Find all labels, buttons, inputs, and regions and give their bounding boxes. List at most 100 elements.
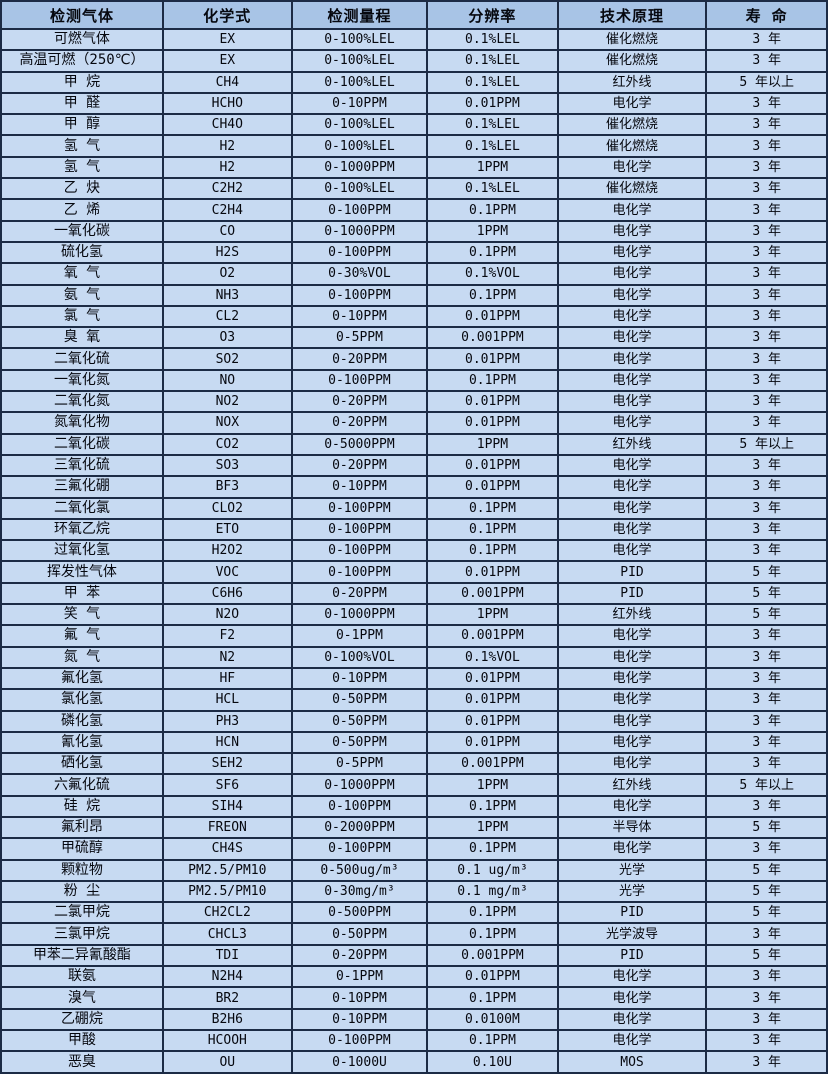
cell-range: 0-5PPM	[290, 752, 429, 776]
cell-formula: NH3	[161, 283, 293, 307]
column-header-range: 检测量程	[290, 0, 429, 30]
cell-resolution: 0.1PPM	[426, 496, 559, 520]
cell-lifespan: 5 年以上	[705, 70, 828, 94]
cell-range: 0-5PPM	[290, 326, 429, 350]
cell-resolution: 0.1 mg/m³	[426, 879, 559, 904]
cell-lifespan: 3 年	[705, 645, 828, 669]
column-header-resolution: 分辨率	[426, 0, 559, 30]
cell-resolution: 0.001PPM	[426, 752, 559, 776]
cell-formula: C2H4	[161, 198, 293, 222]
table-row: 二氧化硫 SO2 0-20PPM 0.01PPM 电化学 3 年	[0, 347, 828, 371]
cell-range: 0-100PPM	[290, 794, 429, 818]
table-row: 硅 烷 SIH4 0-100PPM 0.1PPM 电化学 3 年	[0, 794, 828, 818]
table-row: 氢 气 H2 0-100%LEL 0.1%LEL 催化燃烧 3 年	[0, 134, 828, 158]
cell-resolution: 0.01PPM	[426, 390, 559, 414]
cell-lifespan: 3 年	[705, 666, 828, 691]
cell-lifespan: 3 年	[705, 475, 828, 499]
table-row: 氯 气 CL2 0-10PPM 0.01PPM 电化学 3 年	[0, 304, 828, 329]
table-row: 挥发性气体 VOC 0-100PPM 0.01PPM PID 5 年	[0, 560, 828, 584]
table-row: 磷化氢 PH3 0-50PPM 0.01PPM 电化学 3 年	[0, 709, 828, 733]
cell-resolution: 0.001PPM	[426, 581, 559, 606]
cell-resolution: 0.01PPM	[426, 709, 559, 733]
cell-lifespan: 3 年	[705, 283, 828, 307]
cell-resolution: 0.1PPM	[426, 837, 559, 861]
cell-range: 0-100%VOL	[290, 645, 429, 669]
cell-principle: 电化学	[556, 1007, 708, 1031]
cell-gas: 臭 氧	[0, 326, 164, 350]
cell-lifespan: 3 年	[705, 411, 828, 435]
cell-gas: 高温可燃（250℃）	[0, 49, 164, 73]
cell-formula: N2	[161, 645, 293, 669]
cell-principle: PID	[556, 560, 708, 584]
cell-gas: 笑 气	[0, 603, 164, 627]
cell-principle: 电化学	[556, 986, 708, 1010]
table-row: 恶臭 OU 0-1000U 0.10U MOS 3 年	[0, 1050, 828, 1074]
cell-gas: 氢 气	[0, 155, 164, 180]
cell-range: 0-100%LEL	[290, 49, 429, 73]
cell-resolution: 0.01PPM	[426, 730, 559, 755]
cell-gas: 乙 烯	[0, 198, 164, 222]
table-row: 笑 气 N2O 0-1000PPM 1PPM 红外线 5 年	[0, 603, 828, 627]
column-header-principle: 技术原理	[556, 0, 708, 30]
cell-resolution: 0.001PPM	[426, 943, 559, 968]
cell-formula: NO	[161, 368, 293, 393]
cell-resolution: 0.1PPM	[426, 1028, 559, 1053]
cell-gas: 一氧化氮	[0, 368, 164, 393]
cell-gas: 二氧化硫	[0, 347, 164, 371]
cell-lifespan: 3 年	[705, 155, 828, 180]
cell-formula: BR2	[161, 986, 293, 1010]
cell-gas: 甲 苯	[0, 581, 164, 606]
cell-resolution: 0.1PPM	[426, 517, 559, 542]
cell-gas: 二氧化氯	[0, 496, 164, 520]
table-row: 环氧乙烷 ETO 0-100PPM 0.1PPM 电化学 3 年	[0, 517, 828, 542]
cell-range: 0-100PPM	[290, 1028, 429, 1053]
cell-formula: FREON	[161, 815, 293, 840]
cell-range: 0-30%VOL	[290, 262, 429, 286]
table-row: 甲 醛 HCHO 0-10PPM 0.01PPM 电化学 3 年	[0, 91, 828, 116]
table-row: 一氧化氮 NO 0-100PPM 0.1PPM 电化学 3 年	[0, 368, 828, 393]
table-row: 臭 氧 O3 0-5PPM 0.001PPM 电化学 3 年	[0, 326, 828, 350]
table-row: 甲硫醇 CH4S 0-100PPM 0.1PPM 电化学 3 年	[0, 837, 828, 861]
cell-resolution: 0.01PPM	[426, 91, 559, 116]
cell-principle: 电化学	[556, 198, 708, 222]
cell-principle: 电化学	[556, 1028, 708, 1053]
cell-formula: SO2	[161, 347, 293, 371]
cell-gas: 甲 醛	[0, 91, 164, 116]
cell-range: 0-1PPM	[290, 624, 429, 648]
cell-principle: 电化学	[556, 262, 708, 286]
cell-lifespan: 3 年	[705, 1050, 828, 1074]
cell-gas: 挥发性气体	[0, 560, 164, 584]
cell-principle: 电化学	[556, 240, 708, 265]
cell-formula: CLO2	[161, 496, 293, 520]
table-row: 三氟化硼 BF3 0-10PPM 0.01PPM 电化学 3 年	[0, 475, 828, 499]
cell-lifespan: 3 年	[705, 177, 828, 201]
cell-lifespan: 3 年	[705, 752, 828, 776]
cell-principle: 光学	[556, 858, 708, 882]
cell-lifespan: 3 年	[705, 240, 828, 265]
cell-formula: HF	[161, 666, 293, 691]
cell-range: 0-10PPM	[290, 475, 429, 499]
cell-range: 0-500PPM	[290, 901, 429, 925]
cell-formula: CHCL3	[161, 922, 293, 946]
cell-formula: CH4O	[161, 113, 293, 137]
cell-gas: 硒化氢	[0, 752, 164, 776]
table-row: 甲 苯 C6H6 0-20PPM 0.001PPM PID 5 年	[0, 581, 828, 606]
cell-gas: 甲 醇	[0, 113, 164, 137]
cell-principle: 半导体	[556, 815, 708, 840]
cell-gas: 甲 烷	[0, 70, 164, 94]
cell-formula: BF3	[161, 475, 293, 499]
cell-principle: 光学波导	[556, 922, 708, 946]
cell-range: 0-10PPM	[290, 1007, 429, 1031]
cell-lifespan: 5 年	[705, 858, 828, 882]
cell-lifespan: 3 年	[705, 134, 828, 158]
cell-formula: NOX	[161, 411, 293, 435]
cell-range: 0-100PPM	[290, 539, 429, 563]
table-row: 氨 气 NH3 0-100PPM 0.1PPM 电化学 3 年	[0, 283, 828, 307]
cell-resolution: 1PPM	[426, 603, 559, 627]
cell-formula: SIH4	[161, 794, 293, 818]
cell-lifespan: 3 年	[705, 347, 828, 371]
cell-formula: HCL	[161, 688, 293, 712]
cell-formula: HCHO	[161, 91, 293, 116]
cell-principle: 电化学	[556, 155, 708, 180]
cell-principle: 电化学	[556, 411, 708, 435]
